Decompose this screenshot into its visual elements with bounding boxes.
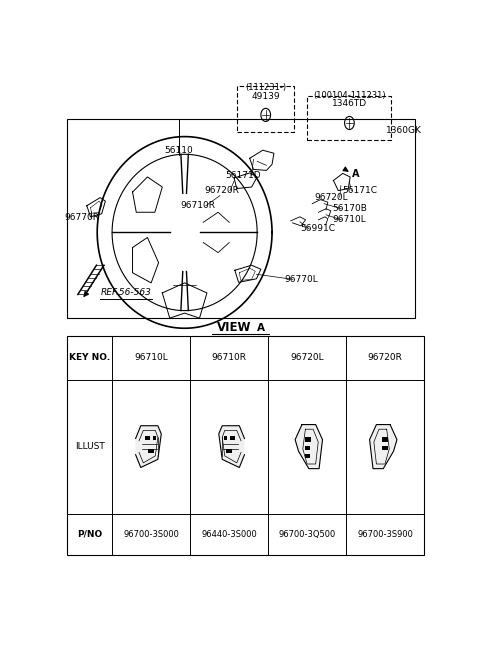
- Text: REF.56-563: REF.56-563: [101, 288, 152, 297]
- Text: 49139: 49139: [252, 92, 280, 101]
- Polygon shape: [295, 424, 323, 468]
- Text: 96710R: 96710R: [180, 201, 215, 210]
- Text: 96770R: 96770R: [65, 214, 100, 222]
- Text: 56991C: 56991C: [300, 225, 335, 233]
- Polygon shape: [219, 426, 244, 468]
- Text: 96710L: 96710L: [333, 215, 366, 224]
- Text: (111231-): (111231-): [245, 83, 286, 92]
- Text: (100104-111231): (100104-111231): [313, 91, 386, 100]
- Text: 96770L: 96770L: [284, 275, 318, 284]
- Text: A: A: [257, 323, 265, 333]
- Text: A: A: [352, 170, 360, 179]
- Polygon shape: [370, 424, 397, 468]
- Bar: [224, 436, 227, 440]
- Text: 96700-3S000: 96700-3S000: [123, 530, 179, 539]
- Bar: [145, 436, 150, 440]
- Text: 1360GK: 1360GK: [385, 126, 421, 135]
- Bar: [383, 446, 387, 450]
- Text: 56171D: 56171D: [226, 171, 261, 180]
- Text: 56110: 56110: [165, 146, 193, 155]
- Text: VIEW: VIEW: [217, 321, 252, 334]
- Polygon shape: [136, 426, 161, 468]
- Text: 1346TD: 1346TD: [332, 99, 367, 108]
- Bar: [147, 449, 155, 453]
- Text: 96700-3S900: 96700-3S900: [357, 530, 413, 539]
- Text: 96700-3Q500: 96700-3Q500: [278, 530, 336, 539]
- Text: P/NO: P/NO: [77, 530, 102, 539]
- Bar: [304, 446, 310, 450]
- Bar: [226, 449, 232, 453]
- Text: 96720R: 96720R: [204, 186, 239, 195]
- Bar: [153, 436, 156, 440]
- Text: 96720R: 96720R: [368, 353, 402, 362]
- Text: 96710R: 96710R: [212, 353, 247, 362]
- Text: 96440-3S000: 96440-3S000: [201, 530, 257, 539]
- Bar: [230, 436, 235, 440]
- Text: 96720L: 96720L: [290, 353, 324, 362]
- Bar: [67, 336, 424, 555]
- Text: ILLUST: ILLUST: [75, 442, 105, 451]
- Text: 96710L: 96710L: [134, 353, 168, 362]
- Text: KEY NO.: KEY NO.: [69, 353, 110, 362]
- Bar: [304, 454, 310, 458]
- Bar: [67, 119, 415, 318]
- Bar: [382, 438, 387, 442]
- Text: 56170B: 56170B: [332, 204, 367, 214]
- Text: 56171C: 56171C: [342, 186, 377, 195]
- Bar: [304, 438, 311, 442]
- Text: 96720L: 96720L: [315, 193, 348, 202]
